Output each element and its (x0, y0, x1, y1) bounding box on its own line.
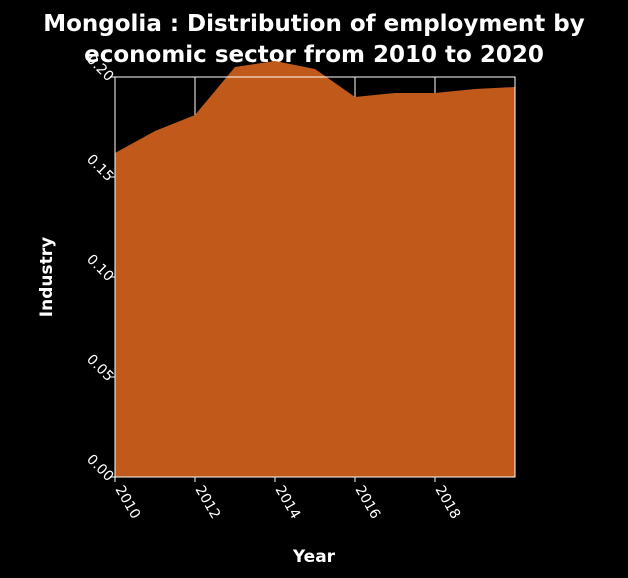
area-series (115, 61, 515, 477)
y-axis-label: Industry (37, 237, 57, 317)
chart-title-line-1: Mongolia : Distribution of employment by (43, 11, 585, 37)
area-layer (115, 61, 515, 477)
chart-title-line-2: economic sector from 2010 to 2020 (84, 42, 544, 68)
x-axis-label: Year (292, 547, 336, 567)
